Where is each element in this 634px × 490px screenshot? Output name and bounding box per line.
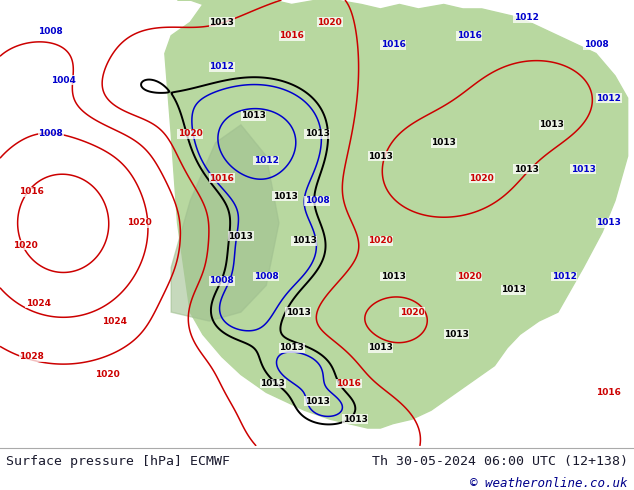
Text: 1024: 1024	[25, 299, 51, 308]
Text: 1013: 1013	[539, 121, 564, 129]
Text: 1016: 1016	[380, 40, 406, 49]
Text: 1013: 1013	[304, 129, 330, 138]
Text: 1016: 1016	[19, 187, 44, 196]
Text: 1024: 1024	[101, 317, 127, 325]
Text: 1012: 1012	[254, 156, 279, 165]
Text: 1016: 1016	[456, 31, 482, 40]
Polygon shape	[165, 0, 628, 428]
Text: 1020: 1020	[469, 174, 495, 183]
Text: 1016: 1016	[596, 388, 621, 397]
Text: 1020: 1020	[127, 219, 152, 227]
Text: 1013: 1013	[273, 192, 298, 201]
Text: 1013: 1013	[514, 165, 539, 174]
Text: 1013: 1013	[501, 285, 526, 294]
Text: Th 30-05-2024 06:00 UTC (12+138): Th 30-05-2024 06:00 UTC (12+138)	[372, 455, 628, 468]
Text: 1028: 1028	[19, 352, 44, 361]
Text: 1020: 1020	[95, 370, 120, 379]
Text: 1013: 1013	[596, 219, 621, 227]
Text: 1012: 1012	[552, 272, 577, 281]
Text: 1013: 1013	[380, 272, 406, 281]
Text: 1020: 1020	[13, 241, 38, 250]
Text: 1008: 1008	[254, 272, 279, 281]
Text: 1012: 1012	[596, 94, 621, 102]
Text: 1013: 1013	[304, 397, 330, 406]
Text: 1020: 1020	[317, 18, 342, 27]
Text: 1013: 1013	[571, 165, 596, 174]
Text: 1008: 1008	[209, 276, 235, 285]
Text: 1008: 1008	[583, 40, 609, 49]
Text: 1012: 1012	[514, 13, 539, 23]
Text: 1008: 1008	[304, 196, 330, 205]
Text: 1013: 1013	[285, 308, 311, 317]
Text: 1013: 1013	[342, 415, 368, 424]
Text: 1020: 1020	[178, 129, 203, 138]
Text: 1013: 1013	[444, 330, 469, 339]
Text: 1004: 1004	[51, 76, 76, 85]
Text: 1013: 1013	[228, 232, 254, 241]
Text: 1016: 1016	[279, 31, 304, 40]
Text: 1008: 1008	[38, 129, 63, 138]
Text: 1013: 1013	[260, 379, 285, 388]
Text: 1008: 1008	[38, 27, 63, 36]
Text: 1013: 1013	[279, 343, 304, 352]
Polygon shape	[171, 125, 279, 321]
Text: 1013: 1013	[241, 111, 266, 121]
Text: Surface pressure [hPa] ECMWF: Surface pressure [hPa] ECMWF	[6, 455, 230, 468]
Text: 1016: 1016	[209, 174, 235, 183]
Text: 1020: 1020	[399, 308, 425, 317]
Text: © weatheronline.co.uk: © weatheronline.co.uk	[470, 477, 628, 490]
Text: 1012: 1012	[209, 62, 235, 72]
Text: 1016: 1016	[336, 379, 361, 388]
Text: 1013: 1013	[431, 138, 456, 147]
Text: 1020: 1020	[456, 272, 482, 281]
Text: 1013: 1013	[292, 236, 317, 245]
Text: 1013: 1013	[368, 151, 393, 161]
Text: 1013: 1013	[368, 343, 393, 352]
Text: 1013: 1013	[209, 18, 235, 27]
Text: 1020: 1020	[368, 236, 393, 245]
